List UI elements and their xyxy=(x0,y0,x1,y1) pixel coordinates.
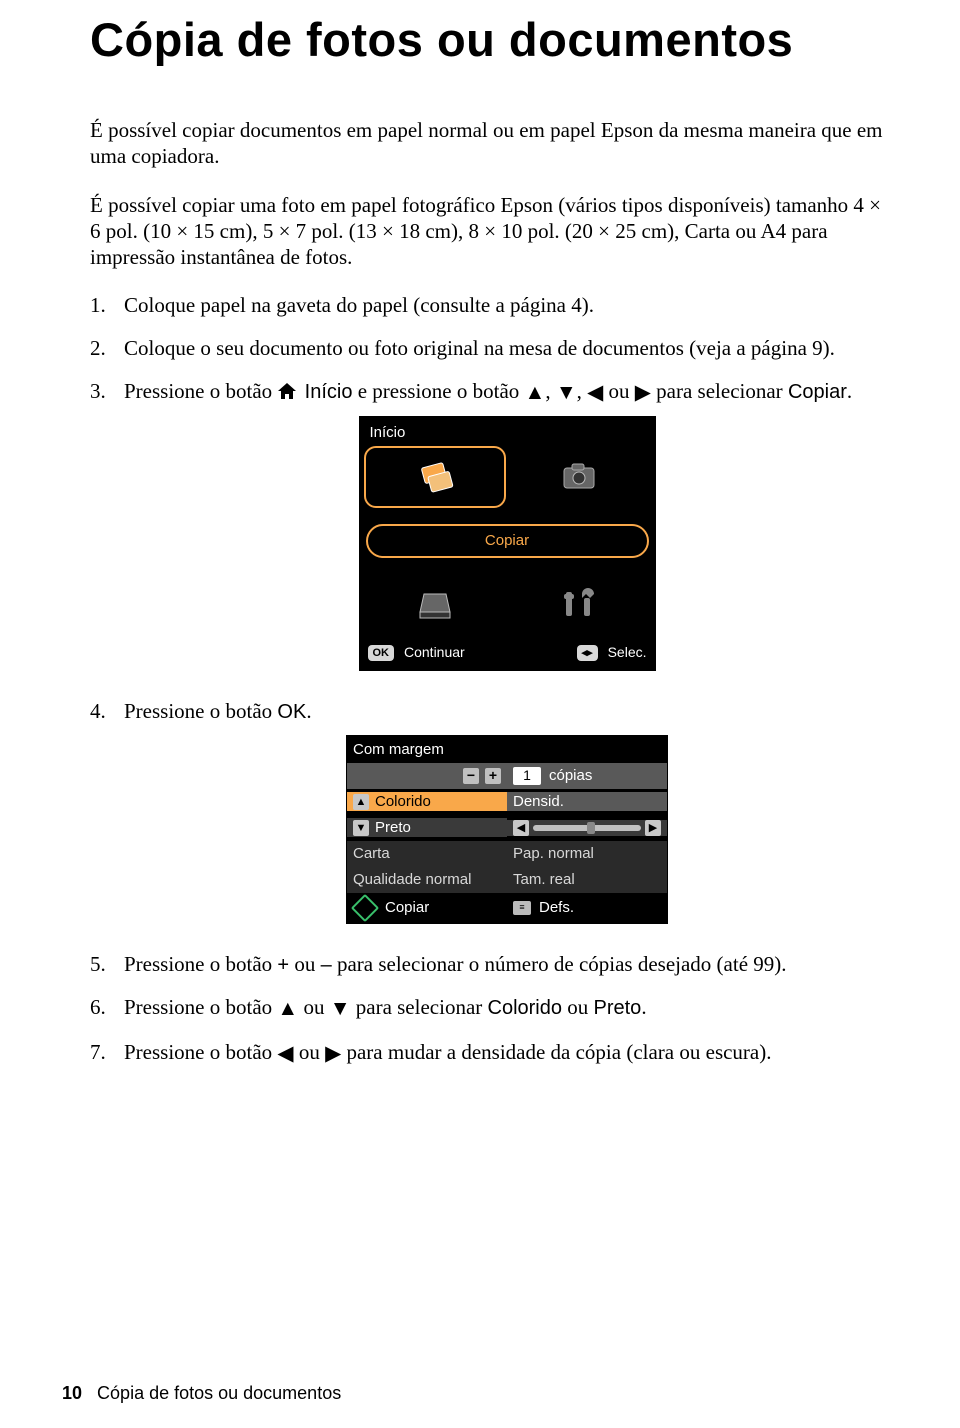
step-6-mid: para selecionar xyxy=(356,995,483,1019)
menu-scan-icon[interactable] xyxy=(366,576,505,634)
step-2: Coloque o seu documento ou foto original… xyxy=(90,335,890,362)
screenshot-2-wrap: Com margem − + 1 cópias ▲ xyxy=(124,736,890,923)
lcd1-selec: Selec. xyxy=(608,644,647,662)
colorido-label: Colorido xyxy=(375,792,431,811)
defs-key-icon: ≡ xyxy=(513,901,531,915)
step-3: Pressione o botão Início e pressione o b… xyxy=(90,378,890,670)
step-1-text: Coloque papel na gaveta do papel (consul… xyxy=(124,293,594,317)
step-3-ou: ou xyxy=(609,379,630,403)
step-3-before: Pressione o botão xyxy=(124,379,272,403)
density-slider-cell: ◀ ▶ xyxy=(507,820,667,836)
step-6-ou: ou xyxy=(303,995,324,1019)
left-chev-icon[interactable]: ◀ xyxy=(513,820,529,836)
minus-button[interactable]: − xyxy=(463,768,479,784)
up-chev-icon: ▲ xyxy=(353,794,369,810)
step-5-after: para selecionar o número de cópias desej… xyxy=(337,952,787,976)
step-5-minus: – xyxy=(321,954,332,976)
left-arrow-icon: ◀ xyxy=(587,380,603,407)
intro-paragraph-1: É possível copiar documentos em papel no… xyxy=(90,117,890,170)
copies-value: 1 xyxy=(513,767,541,785)
screenshot-1-wrap: Início xyxy=(124,417,890,670)
menu-copiar-icon[interactable] xyxy=(366,448,505,506)
lcd-screen-com-margem: Com margem − + 1 cópias ▲ xyxy=(347,736,667,923)
plus-button[interactable]: + xyxy=(485,768,501,784)
step-5-ou: ou xyxy=(294,952,315,976)
selec-key-icon: ◂▸ xyxy=(577,645,598,661)
density-slider[interactable] xyxy=(533,825,641,831)
left-arrow-icon: ◀ xyxy=(277,1041,293,1068)
step-7: Pressione o botão ◀ ou ▶ para mudar a de… xyxy=(90,1039,890,1068)
step-6-ou2: ou xyxy=(567,995,588,1019)
step-3-mid: e pressione o botão xyxy=(358,379,520,403)
lcd1-title: Início xyxy=(366,423,649,448)
page-title: Cópia de fotos ou documentos xyxy=(90,0,890,67)
carta-label: Carta xyxy=(347,844,507,863)
page: Cópia de fotos ou documentos É possível … xyxy=(0,0,960,1428)
step-4: Pressione o botão OK. Com margem − + 1 c… xyxy=(90,698,890,923)
right-arrow-icon: ▶ xyxy=(325,1041,341,1068)
down-arrow-icon: ▼ xyxy=(330,996,351,1023)
lcd2-defs: Defs. xyxy=(539,898,574,917)
row-preto-slider: ▼ Preto ◀ ▶ xyxy=(347,815,667,841)
lcd2-copiar: Copiar xyxy=(385,898,429,917)
densid-label: Densid. xyxy=(513,792,564,811)
qualidade-label: Qualidade normal xyxy=(347,870,507,889)
row-colorido-densid: ▲ Colorido Densid. xyxy=(347,789,667,815)
step-7-ou: ou xyxy=(299,1040,320,1064)
lcd1-footer: OK Continuar ◂▸ Selec. xyxy=(366,640,649,662)
menu-copiar-label-row: Copiar xyxy=(366,512,649,570)
row-carta-pap: Carta Pap. normal xyxy=(347,841,667,867)
page-number: 10 xyxy=(62,1383,82,1403)
step-6-before: Pressione o botão xyxy=(124,995,272,1019)
up-arrow-icon: ▲ xyxy=(525,380,546,407)
right-chev-icon[interactable]: ▶ xyxy=(645,820,661,836)
step-2-text: Coloque o seu documento ou foto original… xyxy=(124,336,835,360)
step-5-plus: + xyxy=(277,954,289,976)
step-3-inicio: Início xyxy=(305,381,353,403)
ok-key-icon: OK xyxy=(368,645,395,661)
steps-list: Coloque papel na gaveta do papel (consul… xyxy=(90,292,890,1068)
pap-label: Pap. normal xyxy=(507,844,667,863)
down-chev-icon: ▼ xyxy=(353,820,369,836)
step-6-preto: Preto xyxy=(594,997,642,1019)
step-6-colorido: Colorido xyxy=(488,997,562,1019)
lcd1-icon-grid: Copiar xyxy=(366,448,649,634)
down-arrow-icon: ▼ xyxy=(556,380,577,407)
lcd2-title: Com margem xyxy=(347,736,667,763)
step-3-after: para selecionar xyxy=(656,379,783,403)
tam-label: Tam. real xyxy=(507,870,667,889)
step-5-before: Pressione o botão xyxy=(124,952,272,976)
step-5: Pressione o botão + ou – para selecionar… xyxy=(90,951,890,979)
lcd-screen-inicio: Início xyxy=(360,417,655,670)
lcd1-continuar: Continuar xyxy=(404,644,465,662)
density-thumb[interactable] xyxy=(587,822,595,834)
copies-label: cópias xyxy=(549,766,592,785)
row-qualidade-tam: Qualidade normal Tam. real xyxy=(347,867,667,893)
home-icon xyxy=(277,380,297,407)
preto-label: Preto xyxy=(375,818,411,837)
colorido-option[interactable]: ▲ Colorido xyxy=(347,792,507,811)
step-3-copiar: Copiar xyxy=(788,381,847,403)
preto-option[interactable]: ▼ Preto xyxy=(347,818,507,837)
footer-label: Cópia de fotos ou documentos xyxy=(97,1383,341,1403)
menu-copiar-pill[interactable]: Copiar xyxy=(366,524,649,558)
intro-paragraph-2: É possível copiar uma foto em papel foto… xyxy=(90,192,890,271)
step-7-before: Pressione o botão xyxy=(124,1040,272,1064)
step-6: Pressione o botão ▲ ou ▼ para selecionar… xyxy=(90,994,890,1023)
row-copias: − + 1 cópias xyxy=(347,763,667,789)
up-arrow-icon: ▲ xyxy=(277,996,298,1023)
menu-photo-icon[interactable] xyxy=(510,448,649,506)
start-diamond-icon xyxy=(351,894,379,922)
step-4-ok: OK xyxy=(277,701,306,723)
menu-setup-icon[interactable] xyxy=(510,576,649,634)
step-4-before: Pressione o botão xyxy=(124,699,272,723)
step-1: Coloque papel na gaveta do papel (consul… xyxy=(90,292,890,319)
densid-cell: Densid. xyxy=(507,792,667,811)
right-arrow-icon: ▶ xyxy=(635,380,651,407)
lcd2-footer: Copiar ≡ Defs. xyxy=(347,893,667,923)
step-7-after: para mudar a densidade da cópia (clara o… xyxy=(346,1040,771,1064)
page-footer: 10 Cópia de fotos ou documentos xyxy=(62,1383,341,1404)
